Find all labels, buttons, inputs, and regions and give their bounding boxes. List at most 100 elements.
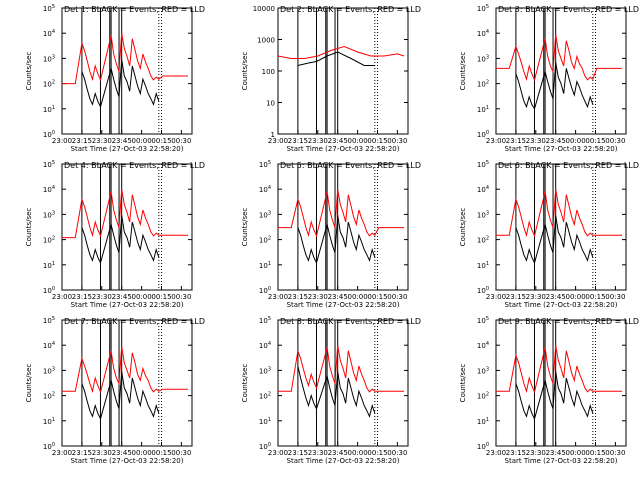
- y-tick-label: 1: [271, 131, 275, 139]
- panel-title: Det 2: BLACK = Events, RED = LLD: [280, 5, 421, 14]
- x-tick-label: 23:15: [288, 293, 308, 301]
- plot-frame: [277, 163, 409, 291]
- x-tick-label: 23:00: [268, 449, 288, 457]
- x-axis-label: Start Time (27-Oct-03 22:58:20): [505, 145, 618, 153]
- y-axis-label: Counts/sec: [459, 52, 467, 91]
- y-tick-label: 101: [259, 261, 271, 270]
- x-tick-label: 23:45: [112, 293, 132, 301]
- x-tick-label: 23:30: [92, 137, 112, 145]
- x-tick-label: 23:15: [506, 293, 526, 301]
- y-tick-label: 104: [43, 341, 55, 350]
- y-tick-label: 102: [477, 80, 489, 89]
- detector-panel-5: Det 5: BLACK = Events, RED = LLD 100 101 10…: [241, 160, 421, 309]
- lld-series-line: [496, 34, 622, 82]
- x-tick-label: 00:15: [151, 293, 171, 301]
- y-tick-label: 105: [43, 316, 55, 325]
- x-axis-label: Start Time (27-Oct-03 22:58:20): [287, 457, 400, 465]
- y-axis-label: Counts/sec: [459, 208, 467, 247]
- x-tick-label: 00:15: [151, 449, 171, 457]
- y-tick-label: 100: [43, 442, 55, 451]
- y-axis-label: Counts/sec: [25, 364, 33, 403]
- x-tick-label: 00:30: [605, 293, 625, 301]
- y-tick-label: 104: [477, 185, 489, 194]
- y-tick-label: 103: [43, 366, 55, 375]
- y-tick-label: 100: [477, 130, 489, 139]
- y-tick-label: 105: [477, 160, 489, 169]
- y-tick-label: 102: [477, 236, 489, 245]
- y-tick-label: 100: [43, 130, 55, 139]
- x-tick-label: 23:00: [52, 293, 72, 301]
- y-tick-label: 1000: [257, 37, 275, 45]
- y-tick-label: 101: [43, 261, 55, 270]
- x-tick-label: 00:15: [367, 449, 387, 457]
- y-tick-label: 100: [259, 442, 271, 451]
- x-tick-label: 00:30: [387, 449, 407, 457]
- panel-title: Det 7: BLACK = Events, RED = LLD: [64, 317, 205, 326]
- y-axis-label: Counts/sec: [459, 364, 467, 403]
- y-tick-label: 100: [262, 68, 275, 76]
- y-tick-label: 100: [43, 286, 55, 295]
- y-tick-label: 101: [43, 417, 55, 426]
- x-tick-label: 23:30: [92, 449, 112, 457]
- y-tick-label: 104: [477, 341, 489, 350]
- x-axis-label: Start Time (27-Oct-03 22:58:20): [71, 145, 184, 153]
- y-tick-label: 101: [43, 105, 55, 114]
- y-tick-label: 101: [477, 105, 489, 114]
- lld-series-line: [496, 345, 622, 394]
- y-tick-label: 100: [477, 286, 489, 295]
- y-tick-label: 103: [477, 210, 489, 219]
- lld-series-line: [278, 189, 404, 238]
- x-tick-label: 00:30: [171, 137, 191, 145]
- x-axis-label: Start Time (27-Oct-03 22:58:20): [505, 301, 618, 309]
- x-tick-label: 23:15: [72, 293, 92, 301]
- x-tick-label: 00:15: [585, 293, 605, 301]
- x-axis-label: Start Time (27-Oct-03 22:58:20): [287, 145, 400, 153]
- x-tick-label: 23:15: [506, 137, 526, 145]
- x-tick-label: 00:30: [605, 449, 625, 457]
- x-tick-label: 00:30: [171, 293, 191, 301]
- x-tick-label: 00:30: [171, 449, 191, 457]
- y-tick-label: 105: [43, 4, 55, 13]
- plot-frame: [495, 7, 627, 135]
- y-tick-label: 105: [43, 160, 55, 169]
- x-tick-label: 23:00: [486, 293, 506, 301]
- x-tick-label: 23:00: [268, 137, 288, 145]
- panel-title: Det 1: BLACK = Events, RED = LLD: [64, 5, 205, 14]
- plot-frame: [495, 319, 627, 447]
- y-tick-label: 105: [477, 4, 489, 13]
- x-tick-label: 00:15: [151, 137, 171, 145]
- y-tick-label: 10: [266, 100, 275, 108]
- x-tick-label: 00:30: [605, 137, 625, 145]
- x-tick-label: 00:30: [387, 137, 407, 145]
- y-tick-label: 102: [259, 392, 271, 401]
- y-tick-label: 102: [43, 392, 55, 401]
- y-tick-label: 105: [477, 316, 489, 325]
- x-tick-label: 23:00: [52, 449, 72, 457]
- y-tick-label: 101: [477, 417, 489, 426]
- x-tick-label: 23:30: [308, 293, 328, 301]
- events-series-line: [515, 371, 594, 421]
- x-tick-label: 23:15: [288, 449, 308, 457]
- x-tick-label: 23:45: [546, 449, 566, 457]
- events-series-line: [515, 215, 594, 265]
- events-series-line: [515, 62, 594, 111]
- detector-panel-9: Det 9: BLACK = Events, RED = LLD 100 101 10…: [459, 316, 639, 465]
- events-series-line: [81, 215, 160, 265]
- detector-panel-7: Det 7: BLACK = Events, RED = LLD 100 101 10…: [25, 316, 205, 465]
- x-tick-label: 00:15: [585, 449, 605, 457]
- x-tick-label: 00:00: [347, 449, 367, 457]
- x-tick-label: 23:15: [506, 449, 526, 457]
- x-axis-label: Start Time (27-Oct-03 22:58:20): [287, 301, 400, 309]
- y-tick-label: 101: [259, 417, 271, 426]
- x-tick-label: 00:30: [387, 293, 407, 301]
- x-tick-label: 23:45: [112, 137, 132, 145]
- x-tick-label: 23:45: [328, 449, 348, 457]
- y-axis-label: Counts/sec: [25, 208, 33, 247]
- events-series-line: [297, 365, 376, 418]
- x-tick-label: 23:30: [526, 137, 546, 145]
- x-axis-label: Start Time (27-Oct-03 22:58:20): [71, 301, 184, 309]
- x-tick-label: 23:30: [308, 137, 328, 145]
- x-tick-label: 23:45: [328, 137, 348, 145]
- lld-series-line: [278, 345, 404, 393]
